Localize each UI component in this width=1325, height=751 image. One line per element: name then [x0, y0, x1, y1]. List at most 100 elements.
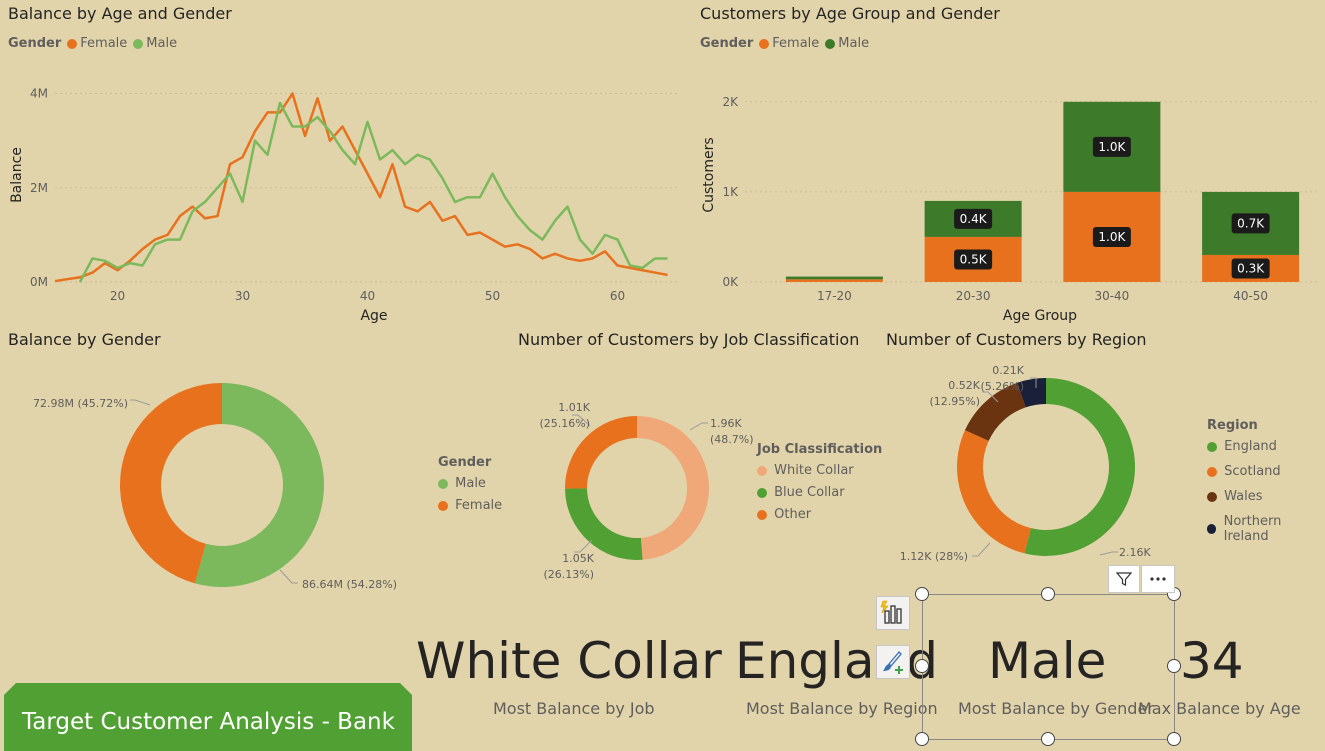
slice-male[interactable] — [194, 383, 324, 587]
line-series-female[interactable] — [54, 92, 668, 283]
legend-item-male[interactable]: Male — [825, 36, 869, 51]
selected-visual-frame[interactable] — [922, 594, 1175, 740]
format-brush-icon — [883, 651, 903, 674]
scotland-dot-icon — [1207, 466, 1217, 477]
line-y-tick-label: 2M — [30, 181, 48, 195]
kpi-age-value: 34 — [1180, 632, 1244, 690]
kpi-region-label: Most Balance by Region — [746, 699, 938, 718]
bar-x-tick-label: 20-30 — [956, 289, 991, 303]
bar-y-tick-label: 0K — [722, 275, 739, 289]
slice-england[interactable] — [1024, 378, 1135, 556]
male-slice-label: 86.64M (54.28%) — [302, 578, 397, 591]
analytics-button[interactable] — [876, 596, 910, 630]
resize-handle[interactable] — [915, 732, 929, 746]
legend-item-female[interactable]: Female — [759, 36, 819, 51]
slice-other[interactable] — [565, 416, 637, 489]
filter-button[interactable] — [1108, 565, 1140, 593]
filter-icon — [1116, 572, 1132, 586]
leader-line — [572, 414, 591, 427]
male-dot-icon — [133, 38, 144, 49]
slice-white-collar[interactable] — [637, 416, 709, 560]
gender-donut-legend: Gender Male Female — [438, 455, 502, 520]
bar-legend-title: Gender — [700, 36, 754, 51]
bar-y-tick-label: 1K — [722, 185, 739, 199]
leader-line — [130, 399, 151, 406]
resize-handle[interactable] — [1167, 732, 1181, 746]
report-title: Target Customer Analysis - Bank — [22, 709, 395, 735]
legend-label: Wales — [1224, 489, 1263, 504]
more-options-button[interactable] — [1141, 565, 1175, 593]
legend-label: Scotland — [1224, 464, 1281, 479]
kpi-gender-value: Male — [988, 632, 1107, 690]
legend-item-england[interactable]: England — [1207, 439, 1325, 454]
northern-ireland-dot-icon — [1207, 524, 1217, 534]
male-dot-icon — [825, 38, 836, 49]
other-label-2: (25.16%) — [539, 417, 590, 430]
bar-female-17-20[interactable] — [785, 279, 883, 282]
resize-handle[interactable] — [1041, 732, 1055, 746]
bar-male-17-20[interactable] — [785, 276, 883, 280]
resize-handle[interactable] — [915, 587, 929, 601]
legend-label: Male — [455, 476, 486, 491]
gender-donut-chart[interactable]: 72.98M (45.72%) 86.64M (54.28%) — [0, 355, 430, 605]
slice-female[interactable] — [119, 383, 222, 584]
leader-line — [279, 569, 298, 584]
bar-data-label: 0.5K — [960, 252, 988, 266]
legend-item-scotland[interactable]: Scotland — [1207, 464, 1325, 479]
legend-label: Female — [455, 498, 503, 513]
legend-item-blue-collar[interactable]: Blue Collar — [757, 485, 882, 500]
kpi-job-value: White Collar — [416, 632, 722, 690]
slice-scotland[interactable] — [957, 430, 1031, 554]
blue-collar-label-2: (26.13%) — [543, 568, 594, 581]
legend-item-other[interactable]: Other — [757, 507, 882, 522]
legend-item-northern-ireland[interactable]: Northern Ireland — [1207, 514, 1325, 544]
blue-collar-label-1: 1.05K — [562, 552, 594, 565]
wales-label-1: 0.52K — [948, 379, 980, 392]
line-chart-legend: Gender Female Male — [8, 36, 177, 51]
resize-handle[interactable] — [915, 659, 929, 673]
northern-ireland-label-2: (5.26%) — [980, 380, 1024, 393]
analytics-icon — [880, 600, 902, 624]
legend-item-wales[interactable]: Wales — [1207, 489, 1325, 504]
female-dot-icon — [67, 38, 78, 49]
legend-item-male[interactable]: Male — [438, 476, 502, 491]
line-x-tick-label: 20 — [110, 289, 125, 303]
gender-legend-title: Gender — [438, 455, 492, 470]
job-donut-chart[interactable]: 1.96K (48.7%) 1.01K (25.16%) 1.05K (26.1… — [520, 390, 760, 590]
data-label-background — [954, 208, 993, 229]
legend-item-female[interactable]: Female — [67, 36, 127, 51]
slice-blue-collar[interactable] — [565, 488, 643, 560]
slice-wales[interactable] — [964, 382, 1026, 441]
bar-x-axis-label: Age Group — [1003, 308, 1077, 324]
line-x-tick-label: 40 — [360, 289, 375, 303]
line-x-axis-label: Age — [360, 308, 387, 324]
line-series-male[interactable] — [78, 101, 668, 283]
format-visual-button[interactable] — [876, 645, 910, 679]
legend-item-white-collar[interactable]: White Collar — [757, 463, 882, 478]
resize-handle[interactable] — [1167, 659, 1181, 673]
bar-data-label: 1.0K — [1098, 140, 1126, 154]
region-donut-legend: Region England Scotland Wales Northern I… — [1207, 418, 1325, 551]
other-label-1: 1.01K — [558, 401, 590, 414]
bar-x-tick-label: 17-20 — [817, 289, 852, 303]
resize-handle[interactable] — [1041, 587, 1055, 601]
data-label-background — [1231, 213, 1270, 234]
female-slice-label: 72.98M (45.72%) — [33, 397, 128, 410]
region-donut-chart[interactable]: 2.16K 1.12K (28%) 0.52K (12.95%) 0.21K (… — [890, 360, 1200, 575]
legend-item-female[interactable]: Female — [438, 498, 502, 513]
leader-line — [574, 539, 593, 553]
kpi-gender-label: Most Balance by Gender — [958, 699, 1154, 718]
legend-item-male[interactable]: Male — [133, 36, 177, 51]
job-donut-title: Number of Customers by Job Classificatio… — [518, 330, 860, 349]
line-y-tick-label: 0M — [30, 275, 48, 289]
other-dot-icon — [757, 509, 767, 520]
leader-line — [1030, 377, 1037, 388]
line-chart[interactable]: 0M 2M 4M 20 30 40 50 60 Age Balance — [0, 60, 690, 330]
bar-chart[interactable]: 0K 1K 2K 0.5K 0.4K 1.0K 1.0K 0.3K 0.7K 17-20 20-… — [690, 60, 1325, 330]
slice-northern-ireland[interactable] — [1017, 378, 1046, 408]
report-title-banner: Target Customer Analysis - Bank — [4, 683, 412, 751]
bar-data-label: 0.4K — [960, 212, 988, 226]
kpi-age-label: Max Balance by Age — [1138, 699, 1301, 718]
white-collar-label-2: (48.7%) — [710, 433, 754, 446]
legend-label: White Collar — [774, 463, 854, 478]
